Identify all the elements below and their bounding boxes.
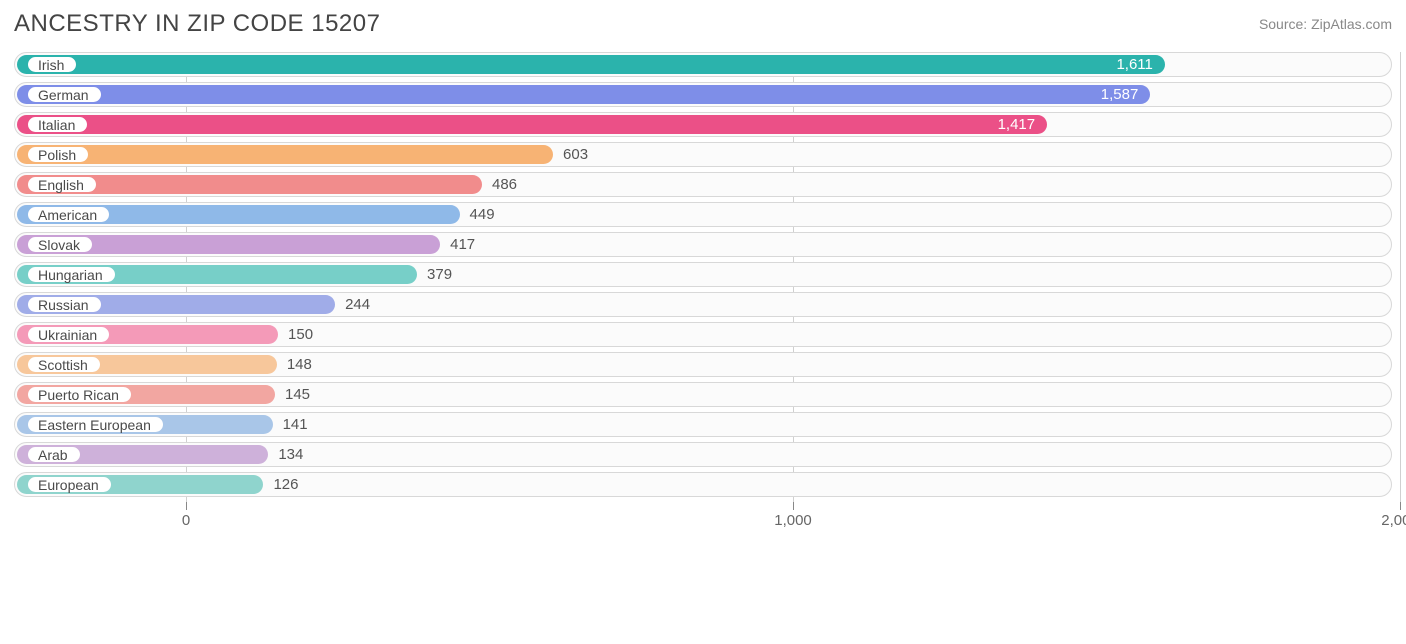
bar-track: German 1,587 — [14, 82, 1392, 107]
chart-header: ANCESTRY IN ZIP CODE 15207 Source: ZipAt… — [14, 10, 1392, 46]
value-label: 145 — [285, 383, 310, 406]
axis-tick — [1400, 502, 1401, 510]
axis-tick-label: 2,000 — [1381, 512, 1406, 529]
bar-track: Scottish 148 — [14, 352, 1392, 377]
category-pill: Slovak — [27, 236, 93, 253]
value-label: 449 — [470, 203, 495, 226]
bar-row: English 486 — [14, 172, 1392, 197]
bar-row: Ukrainian 150 — [14, 322, 1392, 347]
x-axis: 01,0002,000 — [14, 502, 1392, 532]
axis-tick — [793, 502, 794, 510]
category-pill: European — [27, 476, 112, 493]
category-pill: Arab — [27, 446, 81, 463]
bar-row: Irish 1,611 — [14, 52, 1392, 77]
value-label: 141 — [283, 413, 308, 436]
value-label: 417 — [450, 233, 475, 256]
value-label: 603 — [563, 143, 588, 166]
chart-container: ANCESTRY IN ZIP CODE 15207 Source: ZipAt… — [0, 0, 1406, 644]
bar-track: American 449 — [14, 202, 1392, 227]
bar-row: Scottish 148 — [14, 352, 1392, 377]
category-pill: German — [27, 86, 102, 103]
bar-track: Russian 244 — [14, 292, 1392, 317]
bar-track: Ukrainian 150 — [14, 322, 1392, 347]
category-pill: Italian — [27, 116, 88, 133]
value-label: 244 — [345, 293, 370, 316]
bar-track: Italian 1,417 — [14, 112, 1392, 137]
value-label: 379 — [427, 263, 452, 286]
bar-row: Italian 1,417 — [14, 112, 1392, 137]
category-pill: Polish — [27, 146, 89, 163]
chart-title: ANCESTRY IN ZIP CODE 15207 — [14, 10, 380, 38]
bar-fill — [17, 145, 553, 164]
bar-row: Arab 134 — [14, 442, 1392, 467]
category-pill: American — [27, 206, 110, 223]
value-label: 134 — [278, 443, 303, 466]
axis-tick — [186, 502, 187, 510]
bar-fill — [17, 115, 1047, 134]
value-label: 1,417 — [998, 113, 1036, 136]
value-label: 1,587 — [1101, 83, 1139, 106]
category-pill: English — [27, 176, 97, 193]
category-pill: Hungarian — [27, 266, 116, 283]
bar-track: Hungarian 379 — [14, 262, 1392, 287]
bar-track: European 126 — [14, 472, 1392, 497]
bar-row: American 449 — [14, 202, 1392, 227]
bar-row: Eastern European 141 — [14, 412, 1392, 437]
bar-track: Arab 134 — [14, 442, 1392, 467]
value-label: 150 — [288, 323, 313, 346]
chart-plot: Irish 1,611 German 1,587 Italian 1,417 Polish 6… — [14, 52, 1392, 532]
bar-track: Polish 603 — [14, 142, 1392, 167]
chart-bars: Irish 1,611 German 1,587 Italian 1,417 Polish 6… — [14, 52, 1392, 497]
bar-fill — [17, 85, 1150, 104]
bar-row: German 1,587 — [14, 82, 1392, 107]
bar-track: Puerto Rican 145 — [14, 382, 1392, 407]
bar-row: Russian 244 — [14, 292, 1392, 317]
bar-track: English 486 — [14, 172, 1392, 197]
bar-row: European 126 — [14, 472, 1392, 497]
category-pill: Eastern European — [27, 416, 164, 433]
bar-track: Slovak 417 — [14, 232, 1392, 257]
value-label: 486 — [492, 173, 517, 196]
value-label: 148 — [287, 353, 312, 376]
category-pill: Ukrainian — [27, 326, 110, 343]
bar-track: Irish 1,611 — [14, 52, 1392, 77]
gridline — [1400, 52, 1401, 502]
category-pill: Puerto Rican — [27, 386, 132, 403]
value-label: 1,611 — [1116, 53, 1152, 76]
axis-tick-label: 1,000 — [774, 512, 812, 529]
axis-tick-label: 0 — [182, 512, 190, 529]
category-pill: Scottish — [27, 356, 101, 373]
bar-track: Eastern European 141 — [14, 412, 1392, 437]
bar-row: Slovak 417 — [14, 232, 1392, 257]
bar-row: Polish 603 — [14, 142, 1392, 167]
chart-source: Source: ZipAtlas.com — [1259, 16, 1392, 32]
bar-row: Hungarian 379 — [14, 262, 1392, 287]
bar-fill — [17, 55, 1165, 74]
bar-row: Puerto Rican 145 — [14, 382, 1392, 407]
value-label: 126 — [273, 473, 298, 496]
category-pill: Russian — [27, 296, 102, 313]
category-pill: Irish — [27, 56, 77, 73]
